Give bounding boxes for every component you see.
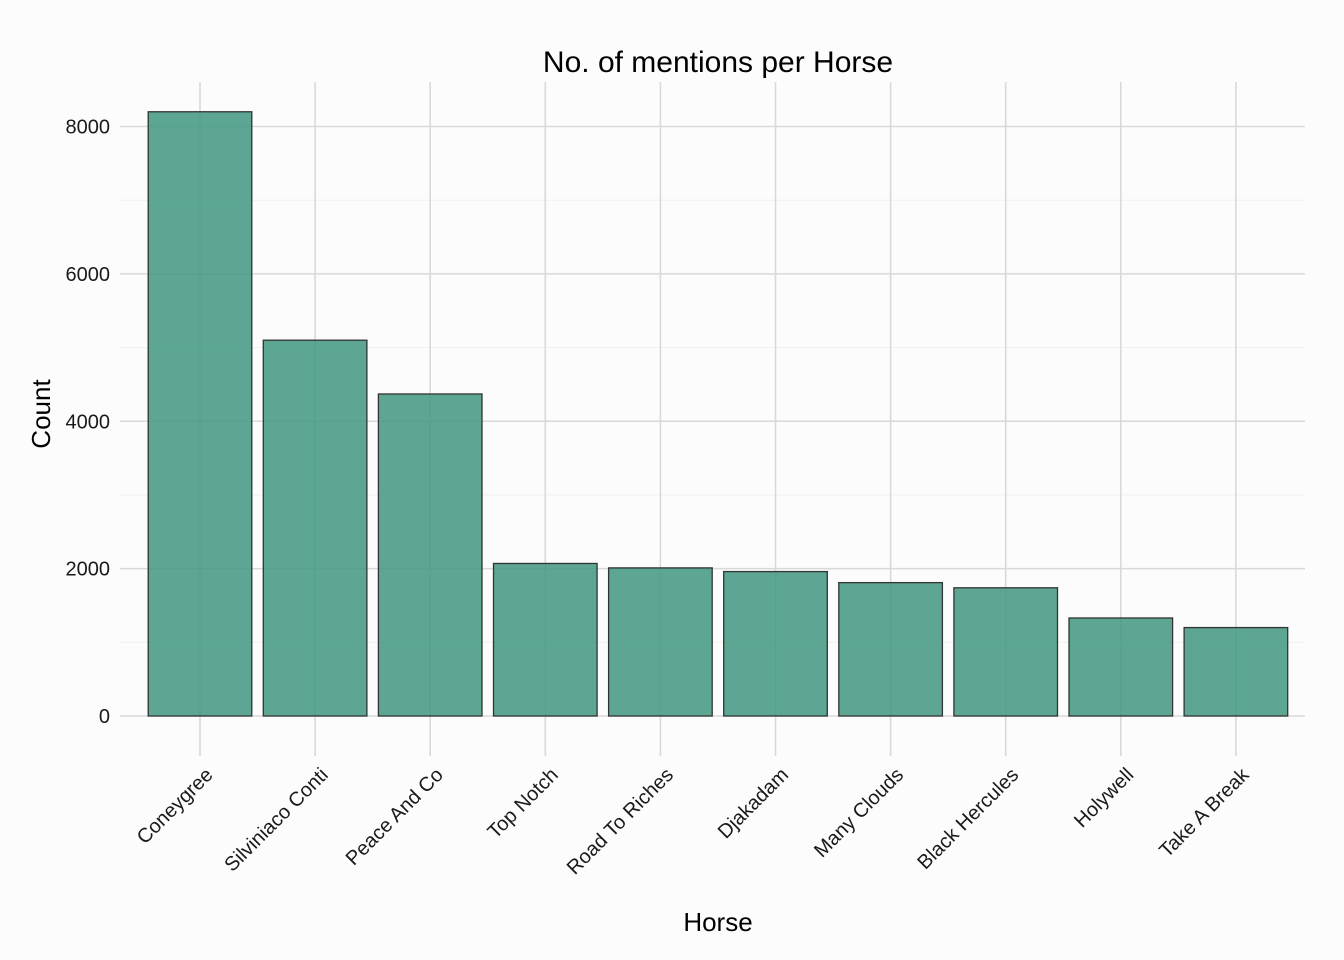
x-axis-ticks: Coneygree Silviniaco Conti Peace And Co Top… [133,763,1254,879]
bar [723,570,828,717]
x-tick-label: Silviniaco Conti [220,764,332,876]
y-tick-label: 0 [99,706,110,728]
bar [1183,626,1289,717]
bar [1068,617,1174,717]
x-tick-label: Many Clouds [810,764,908,862]
y-tick-label: 8000 [66,117,111,139]
bar [147,111,253,717]
x-tick-label: Top Notch [484,764,563,843]
bar [838,581,944,717]
x-tick-label: Road To Riches [563,764,678,879]
x-tick-label: Djakadam [714,764,793,843]
x-tick-label: Coneygree [133,764,218,849]
bar [607,567,713,717]
y-tick-label: 2000 [66,559,111,581]
y-tick-label: 4000 [66,411,111,433]
x-tick-label: Holywell [1070,764,1138,832]
y-tick-label: 6000 [66,264,111,286]
x-tick-label: Take A Break [1155,763,1254,862]
bar [953,587,1059,717]
x-axis-title: Horse [683,907,752,937]
bars [147,111,1289,717]
bar [377,393,483,717]
bar [492,562,598,717]
bar [262,339,368,717]
chart-title: No. of mentions per Horse [543,46,893,79]
y-axis-title: Count [26,379,56,449]
y-axis-ticks: 0 2000 4000 6000 8000 [66,117,111,729]
x-tick-label: Black Hercules [913,764,1023,874]
x-tick-label: Peace And Co [342,764,448,870]
